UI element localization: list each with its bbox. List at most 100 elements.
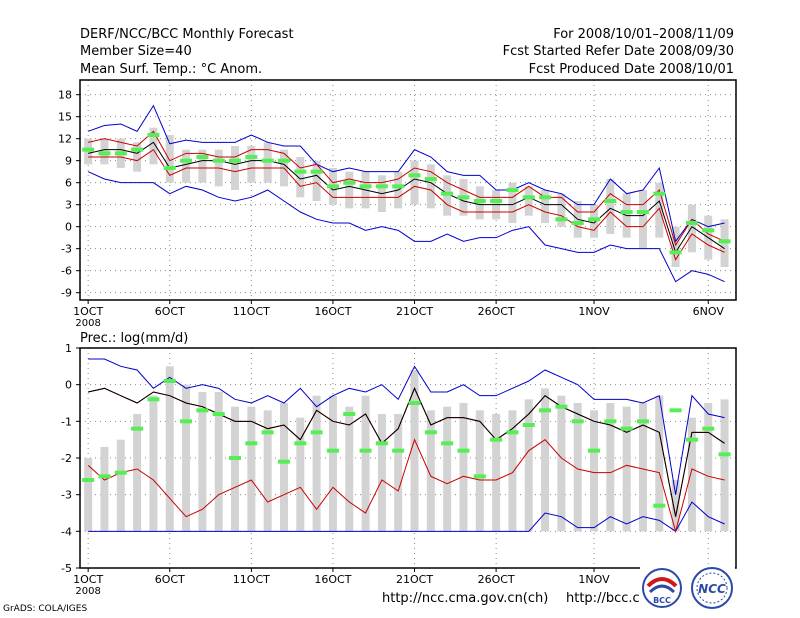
prec-spread-box bbox=[214, 392, 223, 532]
prec-spread-box bbox=[638, 403, 647, 532]
prec-x-tick-label: 1OCT bbox=[73, 573, 103, 586]
temp-median-mark bbox=[506, 188, 519, 192]
temp-mean-line bbox=[88, 141, 725, 254]
prec-spread-box bbox=[100, 447, 109, 532]
prec-median-mark bbox=[424, 430, 437, 435]
temp-x-tick-label: 16OCT bbox=[314, 305, 351, 318]
temp-median-mark bbox=[229, 158, 242, 163]
prec-median-mark bbox=[490, 437, 503, 442]
forecast-start-date: Fcst Started Refer Date 2008/09/30 bbox=[502, 44, 734, 59]
prec-q25-line bbox=[87, 438, 725, 534]
temp-spread-box bbox=[557, 193, 566, 227]
temp-spread-box bbox=[655, 182, 664, 238]
temp-plot-frame bbox=[79, 79, 737, 301]
prec-median-mark bbox=[294, 441, 307, 446]
prec-spread-box bbox=[524, 399, 533, 532]
ncc-logo-text: NCC bbox=[698, 582, 726, 596]
temp-spread-box bbox=[638, 190, 647, 249]
temp-median-mark bbox=[490, 199, 503, 203]
temp-median-mark bbox=[359, 184, 372, 189]
prec-median-mark bbox=[245, 441, 258, 446]
temp-median-mark bbox=[196, 155, 209, 159]
temp-median-mark bbox=[571, 221, 584, 225]
prec-spread-box bbox=[655, 395, 664, 532]
prec-y-tick-label: -2 bbox=[61, 452, 72, 465]
temp-spread-box bbox=[687, 204, 696, 253]
prec-spread-box bbox=[182, 384, 191, 532]
temp-x-tick-label: 1OCT bbox=[73, 305, 103, 318]
grads-credit: GrADS: COLA/IGES bbox=[3, 604, 88, 614]
prec-spread-box bbox=[687, 417, 696, 532]
prec-median-mark bbox=[685, 437, 698, 442]
prec-spread-box bbox=[475, 410, 484, 532]
bcc-url[interactable]: http://bcc.c bbox=[566, 591, 640, 606]
temp-median-mark bbox=[375, 184, 388, 189]
temp-median-mark bbox=[620, 210, 633, 214]
prec-median-mark bbox=[604, 419, 617, 424]
temp-spread-box bbox=[410, 160, 419, 205]
temp-spread-box bbox=[508, 182, 517, 223]
prec-median-mark bbox=[326, 448, 339, 453]
prec-median-mark bbox=[310, 430, 323, 435]
prec-min-line bbox=[88, 501, 725, 533]
prec-median-mark bbox=[261, 430, 274, 435]
temp-median-mark bbox=[326, 184, 339, 189]
temp-median-mark bbox=[261, 158, 274, 163]
temp-y-tick-label: -9 bbox=[61, 287, 72, 300]
temp-max-line bbox=[87, 104, 725, 243]
prec-median-mark bbox=[539, 408, 552, 413]
prec-spread-box bbox=[410, 370, 419, 532]
temp-x-tick-label: 6NOV bbox=[693, 305, 725, 318]
temp-median-mark bbox=[424, 177, 437, 181]
temp-min-line bbox=[87, 171, 725, 283]
temp-y-tick-label: -3 bbox=[61, 243, 72, 256]
temp-median-mark bbox=[441, 191, 454, 196]
prec-spread-box bbox=[426, 410, 435, 532]
prec-median-mark bbox=[522, 423, 535, 427]
temp-y-tick-label: 12 bbox=[58, 133, 72, 146]
temp-y-tick-label: 3 bbox=[65, 199, 72, 212]
variable-label: Mean Surf. Temp.: °C Anom. bbox=[80, 62, 263, 77]
temp-median-mark bbox=[408, 173, 421, 178]
temp-median-mark bbox=[343, 180, 356, 185]
prec-median-mark bbox=[408, 401, 421, 405]
temp-x-tick-sublabel: 2008 bbox=[75, 318, 100, 329]
prec-median-mark bbox=[636, 419, 649, 424]
prec-spread-box bbox=[165, 366, 174, 532]
prec-median-mark bbox=[147, 397, 160, 402]
prec-spread-box bbox=[541, 388, 550, 532]
temp-spread-box bbox=[182, 149, 191, 183]
prec-median-mark bbox=[98, 474, 111, 479]
prec-y-tick-label: 0 bbox=[65, 379, 72, 392]
prec-spread-box bbox=[671, 480, 680, 532]
temp-median-mark bbox=[473, 199, 486, 203]
prec-spread-box bbox=[704, 403, 713, 532]
prec-x-tick-label: 16OCT bbox=[314, 573, 351, 586]
temp-y-tick-label: 6 bbox=[65, 177, 72, 190]
temp-median-mark bbox=[604, 199, 617, 203]
prec-median-mark bbox=[506, 430, 519, 435]
temp-spread-box bbox=[671, 226, 680, 267]
ncc-logo-icon: NCC bbox=[691, 567, 733, 609]
prec-x-tick-label: 6OCT bbox=[155, 573, 185, 586]
prec-median-mark bbox=[653, 503, 666, 508]
prec-spread-box bbox=[443, 406, 452, 532]
prec-spread-box bbox=[84, 458, 93, 532]
temp-q75-line bbox=[88, 130, 725, 247]
forecast-period: For 2008/10/01–2008/11/09 bbox=[553, 27, 734, 42]
temp-median-mark bbox=[669, 250, 682, 255]
temp-spread-box bbox=[231, 146, 240, 190]
bcc-logo-icon: BCC bbox=[642, 568, 682, 608]
prec-spread-box bbox=[247, 406, 256, 532]
prec-x-tick-label: 21OCT bbox=[396, 573, 433, 586]
temp-spread-box bbox=[606, 179, 615, 234]
prec-median-mark bbox=[82, 478, 95, 482]
prec-median-mark bbox=[718, 452, 731, 457]
prec-median-mark bbox=[702, 426, 715, 431]
ncc-url[interactable]: http://ncc.cma.gov.cn(ch) bbox=[382, 591, 549, 606]
prec-spread-box bbox=[263, 410, 272, 532]
prec-spread-box bbox=[377, 414, 386, 532]
prec-median-mark bbox=[375, 441, 388, 446]
temp-median-mark bbox=[82, 147, 95, 152]
